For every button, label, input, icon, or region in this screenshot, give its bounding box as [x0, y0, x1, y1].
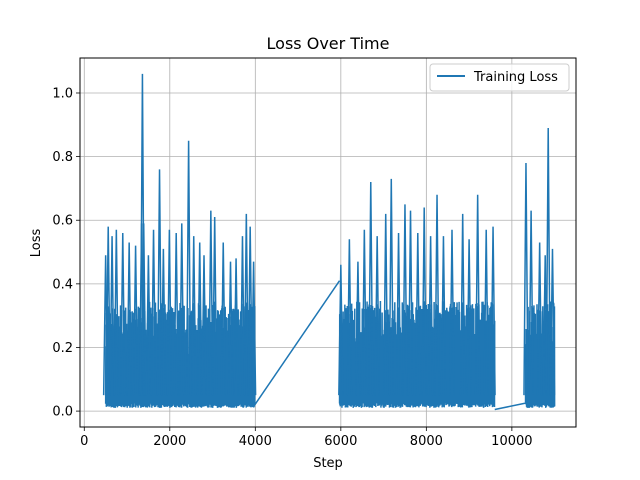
- y-axis-label: Loss: [29, 229, 44, 258]
- loss-spike: [120, 232, 126, 396]
- legend-box: [429, 63, 570, 92]
- legend: Training Loss: [429, 63, 570, 92]
- loss-spike: [338, 264, 344, 396]
- loss-spike: [247, 226, 253, 396]
- loss-spike: [166, 229, 173, 396]
- loss-spike: [415, 232, 421, 396]
- loss-spike: [105, 226, 111, 396]
- loss-spike: [243, 213, 250, 396]
- loss-spike: [227, 261, 234, 396]
- x-tick-label: 6000: [324, 434, 357, 449]
- chart-title: Loss Over Time: [267, 34, 390, 53]
- loss-spike: [407, 210, 414, 396]
- loss-spike: [140, 223, 147, 396]
- loss-spike: [474, 194, 481, 396]
- loss-gap-connector: [254, 280, 341, 406]
- plot-frame: [79, 57, 577, 428]
- series-training-loss: [102, 73, 556, 411]
- loss-spike: [490, 226, 496, 396]
- x-tick-label: 2000: [153, 434, 186, 449]
- loss-spike: [220, 242, 226, 396]
- loss-spike: [483, 229, 489, 396]
- loss-spike: [233, 258, 239, 396]
- y-tick-label: 0.4: [52, 277, 73, 292]
- loss-spike: [449, 229, 455, 396]
- loss-spike: [113, 229, 120, 396]
- y-tick-label: 0.8: [52, 150, 73, 165]
- axis-ticks: 0 2000 4000 6000 8000 10000 0.0 0.2 0.4 0.6 0.8 1.0: [52, 86, 532, 449]
- y-tick-label: 0.6: [52, 214, 73, 229]
- loss-spike: [440, 236, 447, 396]
- loss-spike: [185, 140, 192, 396]
- x-tick-label: 10000: [491, 434, 532, 449]
- loss-spike: [346, 239, 353, 396]
- loss-spike: [201, 255, 207, 396]
- loss-spike: [395, 232, 402, 396]
- loss-spike: [421, 207, 427, 396]
- y-tick-label: 0.2: [52, 341, 73, 356]
- x-tick-label: 0: [80, 434, 88, 449]
- loss-spike: [196, 242, 203, 396]
- loss-spike: [208, 210, 214, 396]
- loss-spike: [374, 236, 380, 396]
- loss-spike: [160, 248, 167, 396]
- loss-spike: [427, 236, 434, 396]
- loss-spike: [434, 194, 440, 396]
- loss-spike: [536, 242, 543, 396]
- loss-spike: [549, 248, 556, 396]
- loss-spike: [466, 239, 472, 396]
- loss-spike: [239, 236, 246, 396]
- loss-spike: [145, 255, 152, 396]
- y-tick-label: 1.0: [52, 86, 73, 101]
- legend-label: Training Loss: [473, 70, 558, 85]
- loss-spike: [545, 127, 551, 396]
- loss-spike: [126, 242, 132, 396]
- loss-spike: [368, 182, 374, 396]
- loss-spike: [459, 213, 466, 396]
- x-tick-label: 8000: [410, 434, 443, 449]
- loss-spike: [355, 261, 361, 396]
- loss-spike: [173, 232, 179, 396]
- loss-spike: [382, 213, 389, 396]
- x-tick-label: 4000: [239, 434, 272, 449]
- x-axis-label: Step: [313, 456, 343, 471]
- loss-spike: [250, 261, 257, 396]
- loss-spike: [402, 204, 408, 396]
- loss-spike: [190, 236, 197, 396]
- loss-gap-connector: [494, 402, 526, 411]
- loss-spike: [179, 223, 185, 396]
- loss-spike: [109, 236, 115, 396]
- loss-spike: [528, 210, 534, 396]
- loss-spike: [132, 245, 139, 396]
- loss-spike: [156, 169, 163, 396]
- y-tick-label: 0.0: [52, 405, 73, 420]
- loss-spike: [150, 229, 157, 396]
- loss-spike: [361, 229, 368, 396]
- loss-spike: [211, 217, 218, 396]
- loss-spike: [523, 162, 529, 396]
- loss-spike: [388, 178, 395, 396]
